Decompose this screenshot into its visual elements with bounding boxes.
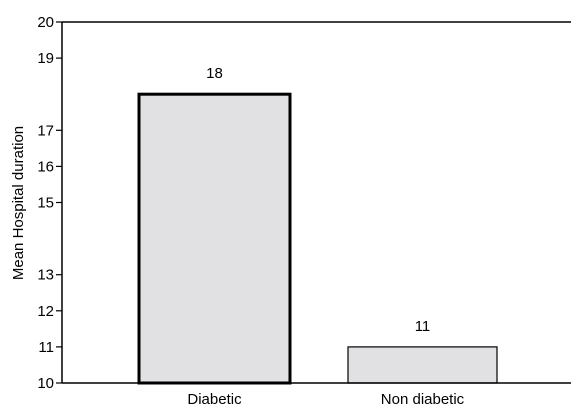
y-tick-label: 15	[37, 195, 54, 212]
y-tick-label: 12	[37, 303, 54, 320]
y-tick-label: 16	[37, 158, 54, 175]
category-label: Non diabetic	[381, 391, 465, 408]
y-tick-label: 11	[38, 339, 54, 356]
y-tick-label: 10	[37, 375, 54, 392]
y-axis-ticks: 10 11 12 13 15 16 17 19 20	[37, 14, 62, 392]
y-tick-label: 13	[37, 267, 54, 284]
bar-non-diabetic	[347, 346, 498, 384]
category-label: Diabetic	[187, 391, 242, 408]
category-labels: Diabetic Non diabetic	[187, 391, 464, 408]
data-label: 18	[206, 65, 223, 82]
bar-diabetic	[137, 92, 292, 385]
y-tick-label: 19	[37, 50, 54, 67]
y-tick-label: 17	[37, 122, 54, 139]
data-label: 11	[415, 318, 431, 335]
y-axis-label: Mean Hospital duration	[10, 126, 27, 280]
bars	[137, 92, 498, 385]
y-tick-label: 20	[37, 14, 54, 31]
